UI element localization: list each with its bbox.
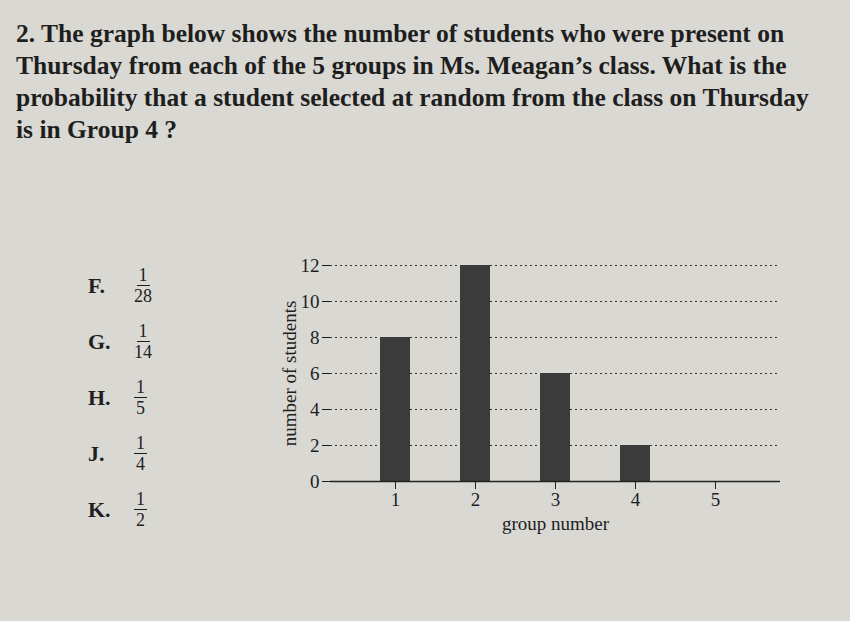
svg-text:3: 3 [551, 489, 561, 510]
svg-text:8: 8 [310, 327, 320, 348]
svg-text:number of students: number of students [279, 301, 300, 447]
html-text:5: 5 [136, 398, 145, 418]
svg-text:group number: group number [502, 513, 610, 534]
html-text:1: 1 [138, 265, 148, 285]
svg-text:2: 2 [471, 489, 481, 510]
svg-text:12: 12 [301, 255, 320, 276]
html-text:28: 28 [134, 286, 152, 306]
svg-text:10: 10 [301, 291, 320, 312]
html-text:14: 14 [134, 342, 152, 362]
html-text:4: 4 [136, 454, 145, 474]
html-text:2. The graph below shows the n: 2. The graph below shows the number of s… [16, 19, 809, 144]
html-text:K.: K. [88, 496, 111, 522]
svg-text:4: 4 [631, 489, 641, 510]
svg-text:1: 1 [391, 489, 401, 510]
html-text:1: 1 [136, 377, 145, 397]
html-text:H.: H. [88, 384, 111, 410]
html-text:G.: G. [88, 328, 111, 354]
html-text:J.: J. [88, 440, 105, 466]
html-text:2: 2 [136, 510, 145, 530]
html-text:F.: F. [88, 272, 105, 298]
svg-text:2: 2 [310, 435, 320, 456]
svg-text:4: 4 [310, 399, 320, 420]
html-text:1: 1 [138, 321, 148, 341]
svg-text:0: 0 [310, 471, 320, 492]
html-text:1: 1 [136, 433, 145, 453]
html-text:1: 1 [136, 489, 145, 509]
svg-text:5: 5 [711, 489, 721, 510]
svg-text:6: 6 [310, 363, 320, 384]
